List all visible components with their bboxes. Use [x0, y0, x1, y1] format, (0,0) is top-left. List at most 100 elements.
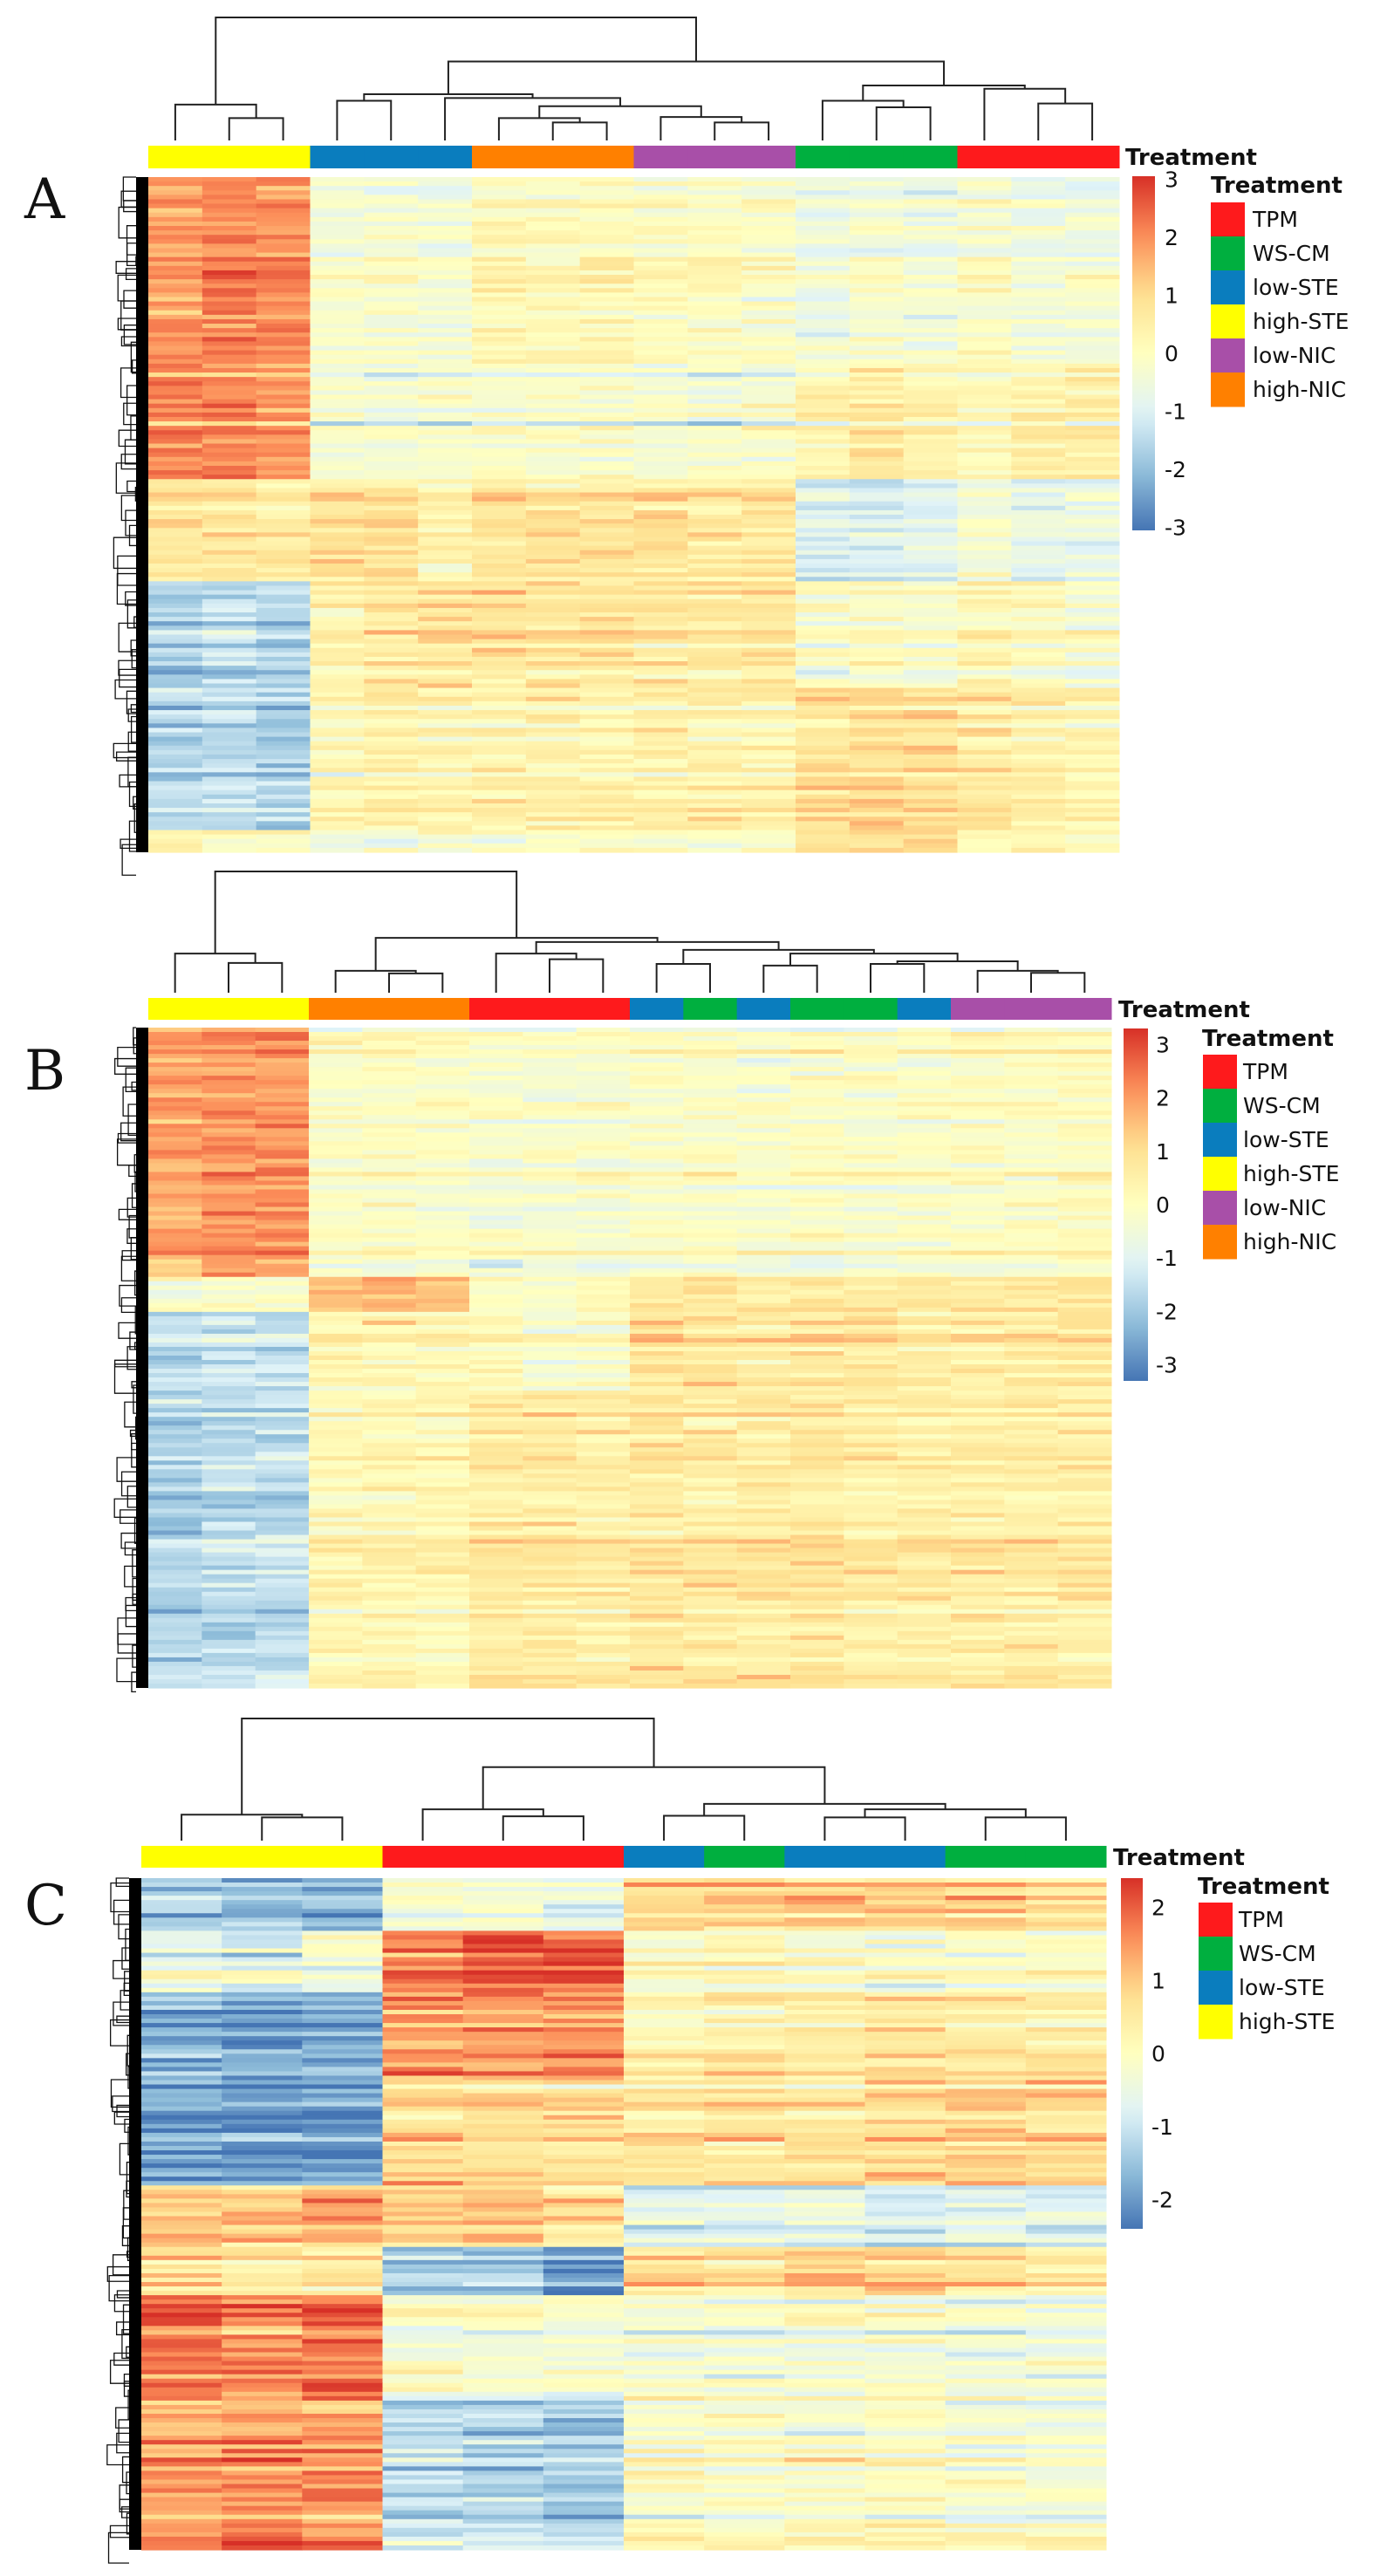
heatmap-cell — [579, 808, 634, 813]
heatmap-cell — [796, 541, 851, 547]
heatmap-cell — [796, 749, 851, 755]
heatmap-cell — [364, 719, 419, 724]
heatmap-cell — [525, 341, 581, 347]
heatmap-cell — [683, 1193, 738, 1199]
heatmap-cell — [951, 1399, 1005, 1404]
heatmap-cell — [415, 1404, 470, 1409]
heatmap-cell — [790, 1150, 844, 1155]
heatmap-cell — [202, 1259, 256, 1265]
heatmap-cell — [1011, 359, 1066, 365]
heatmap-cell — [256, 789, 311, 796]
heatmap-cell — [844, 1360, 898, 1365]
heatmap-cell — [579, 536, 634, 543]
heatmap-cell — [472, 794, 527, 800]
heatmap-cell — [256, 443, 311, 449]
heatmap-cell — [148, 1259, 202, 1265]
heatmap-cell — [202, 372, 257, 378]
heatmap-cell — [630, 1513, 684, 1519]
heatmap-cell — [525, 230, 581, 236]
heatmap-cell — [202, 581, 257, 587]
heatmap-cell — [415, 1373, 470, 1378]
heatmap-cell — [148, 1254, 202, 1261]
heatmap-cell — [523, 1102, 577, 1107]
heatmap-cell — [903, 532, 958, 538]
heatmap-cell — [418, 452, 473, 458]
heatmap-cell — [364, 367, 419, 373]
heatmap-cell — [897, 1032, 952, 1037]
heatmap-cell — [903, 256, 958, 263]
heatmap-cell — [790, 1438, 844, 1444]
heatmap-cell — [310, 630, 365, 636]
heatmap-cell — [633, 772, 688, 778]
heatmap-cell — [202, 470, 257, 475]
heatmap-cell — [1057, 1298, 1112, 1304]
heatmap-cell — [633, 554, 688, 560]
heatmap-cell — [525, 381, 581, 386]
heatmap-cell — [362, 1395, 417, 1400]
heatmap-cell — [903, 416, 958, 422]
heatmap-cell — [903, 785, 958, 791]
heatmap-cell — [148, 1250, 202, 1256]
heatmap-cell — [796, 256, 851, 263]
heatmap-cell — [687, 501, 742, 507]
heatmap-cell — [844, 1228, 898, 1234]
heatmap-cell — [202, 1456, 256, 1461]
heatmap-cell — [1011, 736, 1066, 742]
heatmap-cell — [148, 226, 203, 231]
heatmap-cell — [148, 564, 203, 569]
heatmap-cell — [202, 1346, 256, 1352]
heatmap-cell — [415, 1513, 470, 1519]
heatmap-cell — [309, 1369, 363, 1374]
heatmap-cell — [790, 1028, 844, 1033]
heatmap-cell — [844, 1386, 898, 1391]
heatmap-cell — [1065, 554, 1120, 560]
heatmap-cell — [683, 1185, 738, 1191]
dendrogram-branch — [714, 121, 770, 140]
heatmap-cell — [256, 403, 311, 409]
heatmap-cell — [579, 590, 634, 596]
heatmap-cell — [472, 310, 527, 316]
heatmap-cell — [796, 536, 851, 543]
heatmap-cell — [903, 607, 958, 613]
heatmap-cell — [148, 585, 203, 591]
heatmap-cell — [903, 558, 958, 564]
heatmap-cell — [1057, 1259, 1112, 1265]
heatmap-cell — [523, 1076, 577, 1081]
heatmap-cell — [525, 759, 581, 764]
heatmap-cell — [849, 847, 905, 853]
heatmap-cell — [903, 314, 958, 320]
heatmap-cell — [1065, 830, 1120, 836]
heatmap-cell — [418, 719, 473, 724]
heatmap-cell — [579, 745, 634, 751]
heatmap-cell — [1057, 1307, 1112, 1313]
heatmap-cell — [576, 1526, 631, 1532]
heatmap-cell — [202, 812, 257, 817]
heatmap-cell — [849, 461, 905, 467]
heatmap-cell — [310, 550, 365, 556]
heatmap-cell — [202, 1193, 256, 1199]
heatmap-cell — [903, 776, 958, 782]
heatmap-cell — [523, 1067, 577, 1072]
heatmap-cell — [741, 359, 796, 365]
heatmap-cell — [633, 265, 688, 271]
heatmap-cell — [1011, 598, 1066, 605]
heatmap-cell — [796, 554, 851, 560]
heatmap-cell — [256, 585, 311, 591]
heatmap-cell — [790, 1124, 844, 1129]
heatmap-cell — [202, 523, 257, 529]
heatmap-cell — [148, 1028, 202, 1033]
heatmap-cell — [957, 687, 1012, 694]
heatmap-cell — [736, 1172, 791, 1178]
heatmap-cell — [1004, 1495, 1059, 1501]
heatmap-cell — [687, 465, 742, 471]
heatmap-cell — [576, 1158, 631, 1165]
heatmap-cell — [951, 1386, 1005, 1391]
heatmap-cell — [472, 212, 527, 218]
heatmap-cell — [683, 1189, 738, 1195]
heatmap-cell — [736, 1233, 791, 1239]
heatmap-cell — [741, 847, 796, 853]
heatmap-cell — [310, 235, 365, 240]
heatmap-cell — [1004, 1289, 1059, 1295]
heatmap-cell — [576, 1049, 631, 1055]
heatmap-cell — [844, 1456, 898, 1461]
